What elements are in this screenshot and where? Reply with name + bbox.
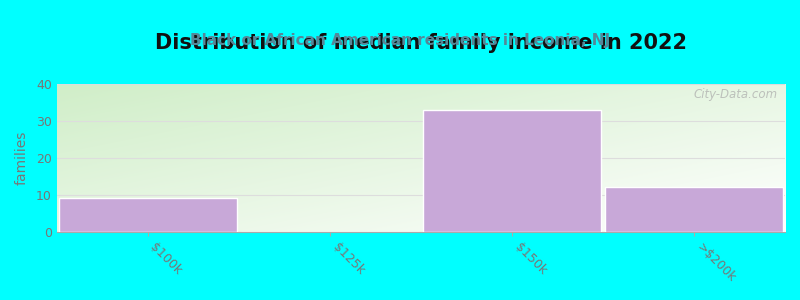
Bar — [605, 188, 783, 232]
Text: City-Data.com: City-Data.com — [694, 88, 778, 101]
Title: Distribution of median family income in 2022: Distribution of median family income in … — [155, 33, 687, 53]
Bar — [58, 199, 237, 232]
Text: Black or African American residents in Leonia, NJ: Black or African American residents in L… — [190, 33, 610, 48]
Bar — [422, 110, 601, 232]
Y-axis label: families: families — [15, 131, 29, 185]
